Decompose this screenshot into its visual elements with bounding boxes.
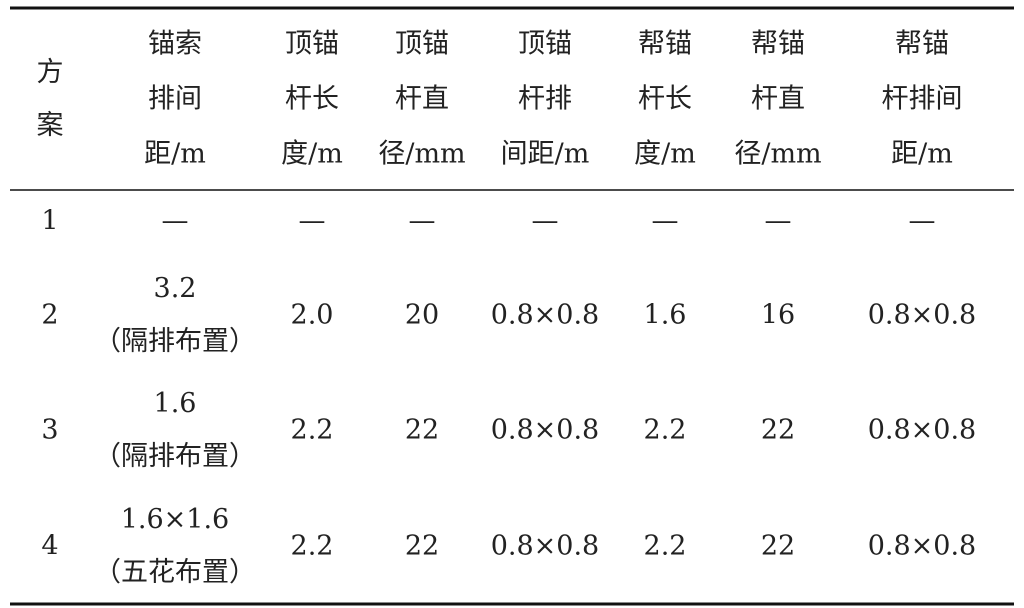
header-cell: 杆排间 — [882, 84, 963, 115]
cell: — — [652, 206, 679, 237]
header-cell: 径/mm — [734, 139, 821, 170]
header-cell: 度/m — [281, 139, 343, 170]
header-cell: 方 — [37, 57, 64, 88]
cell: 0.8×0.8 — [491, 300, 600, 331]
header-cell: 径/mm — [378, 139, 465, 170]
cell: 22 — [405, 531, 439, 562]
cell: — — [409, 206, 436, 237]
header-cell: 杆直 — [395, 84, 449, 115]
cell: 0.8×0.8 — [491, 531, 600, 562]
cell: — — [909, 206, 936, 237]
header-cell: 杆排 — [518, 84, 572, 115]
cell: 0.8×0.8 — [868, 300, 977, 331]
cell: 2.2 — [644, 415, 687, 446]
header-cell: 顶锚 — [518, 29, 572, 60]
header-cell: 距/m — [144, 139, 206, 170]
cell: 2.2 — [644, 531, 687, 562]
cell: 2.2 — [291, 415, 334, 446]
cell: 16 — [761, 300, 795, 331]
header-cell: 顶锚 — [395, 29, 449, 60]
cell: — — [299, 206, 326, 237]
cell: （隔排布置） — [94, 441, 256, 472]
cell: — — [532, 206, 559, 237]
header-cell: 排间 — [148, 84, 202, 115]
cell: 1.6×1.6 — [121, 504, 230, 535]
cell: 3 — [41, 415, 58, 446]
cell: 2 — [41, 300, 58, 331]
header-cell: 度/m — [634, 139, 696, 170]
header-cell: 案 — [37, 110, 64, 141]
cell: 3.2 — [154, 273, 197, 304]
cell: — — [765, 206, 792, 237]
cell: 0.8×0.8 — [868, 415, 977, 446]
cell: — — [162, 206, 189, 237]
header-cell: 距/m — [891, 139, 953, 170]
header-cell: 间距/m — [501, 139, 590, 170]
header-cell: 锚索 — [148, 29, 202, 60]
cell: 2.2 — [291, 531, 334, 562]
cell: 2.0 — [291, 300, 334, 331]
header-cell: 杆直 — [751, 84, 805, 115]
cell: 1 — [41, 206, 58, 237]
cell: 22 — [405, 415, 439, 446]
cell: （隔排布置） — [94, 326, 256, 357]
header-cell: 帮锚 — [638, 29, 692, 60]
cell: 1.6 — [644, 300, 687, 331]
header-cell: 杆长 — [285, 84, 339, 115]
header-cell: 顶锚 — [285, 29, 339, 60]
cell: 1.6 — [154, 388, 197, 419]
header-cell: 杆长 — [638, 84, 692, 115]
cell: 0.8×0.8 — [868, 531, 977, 562]
cell: 4 — [41, 531, 58, 562]
cell: 22 — [761, 531, 795, 562]
cell: 22 — [761, 415, 795, 446]
header-cell: 帮锚 — [895, 29, 949, 60]
cell: （五花布置） — [94, 557, 256, 588]
header-cell: 帮锚 — [751, 29, 805, 60]
cell: 0.8×0.8 — [491, 415, 600, 446]
cell: 20 — [405, 300, 439, 331]
